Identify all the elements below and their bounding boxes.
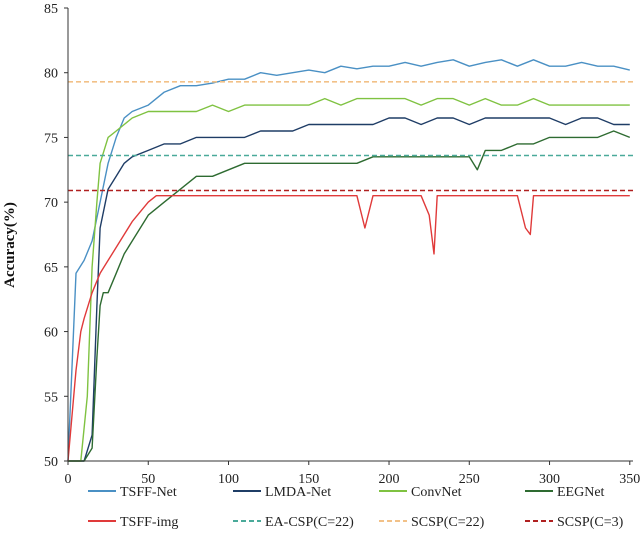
- legend-label: SCSP(C=3): [557, 515, 624, 530]
- y-tick-label: 75: [44, 131, 58, 146]
- x-tick-label: 300: [539, 472, 560, 487]
- y-tick-label: 85: [44, 2, 58, 17]
- plot-area: [67, 59, 633, 462]
- legend-label: TSFF-img: [120, 515, 178, 530]
- series-line-eegnet: [68, 130, 631, 462]
- x-tick-label: 100: [218, 472, 239, 487]
- y-tick-label: 80: [44, 67, 58, 82]
- legend-label: EA-CSP(C=22): [265, 515, 354, 530]
- series-line-tsff-net: [67, 59, 630, 462]
- y-tick-label: 70: [44, 196, 58, 211]
- legend-label: TSFF-Net: [120, 485, 177, 500]
- x-tick-label: 350: [619, 472, 640, 487]
- y-tick-label: 50: [44, 455, 58, 470]
- legend-label: LMDA-Net: [265, 485, 331, 500]
- series-line-lmda-net: [68, 117, 630, 462]
- legend-label: SCSP(C=22): [411, 515, 485, 530]
- axes: 50 55 60 65 70 75 80 85 0 50 100 150 200 250 300 350: [44, 2, 640, 487]
- y-tick-label: 55: [44, 390, 58, 405]
- y-axis-title: Accuracy(%): [2, 202, 18, 288]
- series-line-convnet: [68, 97, 630, 462]
- x-tick-label: 250: [459, 472, 480, 487]
- y-tick-label: 60: [44, 326, 58, 341]
- series-line-tsff-img: [67, 194, 630, 462]
- x-tick-label: 50: [141, 472, 155, 487]
- legend-label: ConvNet: [411, 485, 462, 500]
- x-tick-label: 150: [298, 472, 319, 487]
- x-tick-label: 200: [379, 472, 400, 487]
- y-tick-label: 65: [44, 261, 58, 276]
- x-tick-label: 0: [65, 472, 72, 487]
- legend-label: EEGNet: [557, 485, 605, 500]
- legend: TSFF-Net LMDA-Net ConvNet EEGNet TSFF-img EA-…: [88, 485, 624, 530]
